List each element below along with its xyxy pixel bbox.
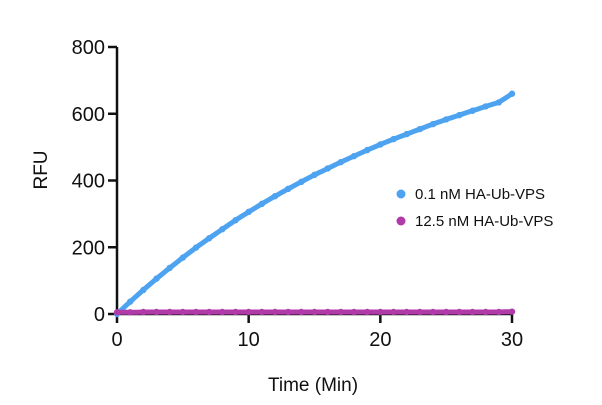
data-point (350, 308, 358, 316)
data-point (442, 116, 450, 123)
data-point (363, 146, 371, 154)
data-point (377, 308, 384, 316)
data-point (258, 308, 266, 316)
data-point (258, 200, 266, 208)
data-point (469, 308, 476, 316)
y-tick-label: 600 (72, 104, 105, 126)
data-point (429, 308, 437, 316)
series-2 (113, 308, 516, 316)
x-axis-title: Time (Min) (268, 375, 358, 396)
data-point (416, 308, 424, 316)
data-point (456, 111, 463, 119)
data-point (508, 90, 516, 97)
data-point (192, 244, 200, 251)
x-tick-label: 10 (238, 329, 260, 351)
x-tick-label: 20 (369, 329, 391, 351)
data-point (166, 264, 173, 272)
series-1 (113, 90, 516, 318)
y-tick-label: 800 (72, 37, 105, 59)
data-point (324, 308, 331, 316)
data-point (205, 308, 213, 316)
series-line (114, 91, 515, 317)
y-tick-label: 0 (94, 304, 105, 326)
data-point (284, 308, 292, 316)
data-point (482, 308, 489, 316)
data-point (153, 308, 160, 316)
data-point (179, 308, 187, 316)
data-point (219, 308, 226, 316)
data-point (140, 286, 147, 294)
data-point (219, 226, 226, 233)
data-point (245, 308, 252, 316)
data-point (363, 308, 371, 316)
y-tick-label: 200 (72, 237, 105, 259)
data-point (508, 308, 516, 315)
data-point (429, 120, 437, 128)
data-point (350, 152, 358, 160)
data-point (377, 141, 384, 148)
data-point (416, 125, 424, 133)
data-point (311, 308, 318, 316)
legend-marker (396, 216, 406, 226)
data-point (113, 309, 121, 316)
x-tick-label: 0 (111, 329, 122, 351)
data-point (495, 99, 503, 106)
x-tick-label: 30 (501, 329, 523, 351)
data-point (403, 130, 410, 138)
data-point (179, 254, 187, 261)
data-point (442, 308, 450, 316)
data-point (324, 165, 331, 172)
data-point (403, 308, 410, 316)
data-point (192, 308, 200, 316)
data-point (456, 308, 463, 316)
data-point (298, 178, 305, 186)
data-point (337, 308, 345, 316)
data-point (140, 308, 147, 316)
data-point (205, 235, 213, 242)
data-point (126, 298, 134, 305)
data-point (298, 308, 305, 316)
y-axis-title: RFU (31, 150, 52, 189)
data-point (469, 107, 476, 114)
data-point (284, 185, 292, 193)
legend-label: 0.1 nM HA-Ub-VPS (415, 186, 545, 203)
data-point (166, 308, 173, 316)
data-point (271, 308, 279, 316)
data-point (390, 135, 397, 143)
data-point (390, 308, 397, 316)
series-layer (113, 90, 516, 318)
axes (115, 47, 512, 316)
data-point (232, 217, 239, 224)
data-point (311, 171, 318, 179)
data-point (153, 275, 160, 282)
legend-label: 12.5 nM HA-Ub-VPS (415, 213, 553, 230)
legend: 0.1 nM HA-Ub-VPS 12.5 nM HA-Ub-VPS (396, 186, 553, 230)
data-point (337, 158, 345, 166)
data-point (126, 309, 134, 316)
data-point (271, 192, 279, 200)
data-point (232, 308, 239, 316)
data-point (245, 208, 252, 216)
ticks: 0 200 400 600 800 0 10 20 30 (72, 37, 524, 351)
data-point (482, 103, 489, 110)
y-tick-label: 400 (72, 171, 105, 193)
legend-marker (396, 189, 406, 199)
data-point (495, 308, 503, 316)
